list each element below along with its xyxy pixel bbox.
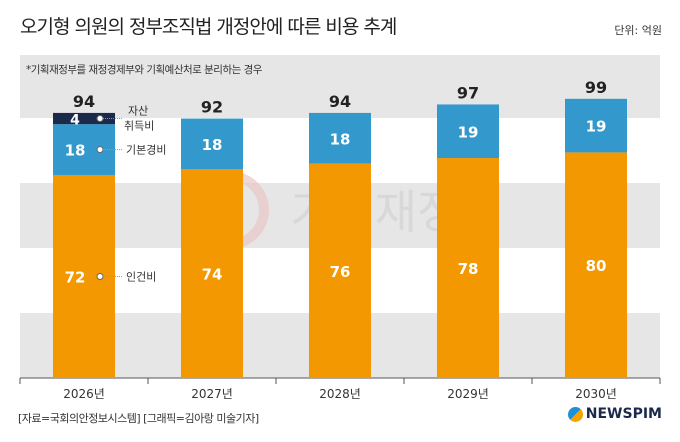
callout-dot [96, 146, 104, 154]
total-label: 94 [73, 92, 95, 111]
x-tick-label: 2026년 [63, 387, 105, 401]
x-tick-label: 2030년 [575, 387, 617, 401]
bar-segment [181, 118, 243, 170]
data-label: 19 [458, 123, 479, 141]
legend-label-asset: 자산 [128, 105, 148, 118]
bar-segment [565, 152, 627, 378]
chart-note: *기획재정부를 재정경제부와 기획예산처로 분리하는 경우 [26, 64, 262, 76]
x-tick-label: 2029년 [447, 387, 489, 401]
bar-segment [53, 124, 115, 175]
bar-segment [53, 174, 115, 378]
total-label: 94 [329, 92, 351, 111]
data-label: 76 [330, 263, 351, 281]
total-label: 97 [457, 83, 479, 102]
legend-label-basic: 기본경비 [126, 144, 166, 157]
data-label: 18 [65, 142, 86, 160]
bar-segment [309, 163, 371, 378]
bar-segment [53, 112, 115, 125]
legend-label-labor: 인건비 [126, 270, 156, 283]
total-label: 92 [201, 98, 223, 117]
data-label: 18 [330, 130, 351, 148]
data-label: 72 [65, 268, 86, 286]
legend-label-asset: 취득비 [124, 120, 154, 133]
source-credit: [자료=국회의안정보시스템] [그래픽=김아랑 미술기자] [18, 412, 259, 425]
x-tick-label: 2027년 [191, 387, 233, 401]
bar-segment [181, 169, 243, 378]
bar-segment [437, 104, 499, 159]
data-label: 19 [586, 118, 607, 136]
data-label: 80 [586, 257, 607, 275]
data-label: 4 [70, 113, 80, 129]
bar-segment [565, 98, 627, 153]
logo-icon [567, 406, 583, 422]
x-tick-label: 2028년 [319, 387, 361, 401]
data-label: 78 [458, 260, 479, 278]
newspim-logo: NEWSPIM [567, 406, 662, 422]
data-label: 18 [202, 136, 223, 154]
unit-label: 단위: 억원 [614, 24, 662, 37]
bar-segment [437, 158, 499, 378]
logo-text: NEWSPIM [585, 406, 662, 422]
chart-title: 오기형 의원의 정부조직법 개정안에 따른 비용 추계 [20, 16, 397, 38]
callout-dot [96, 272, 104, 280]
background-band [20, 55, 660, 118]
bar-segment [309, 112, 371, 164]
total-label: 99 [585, 78, 607, 97]
data-label: 74 [202, 266, 223, 284]
callout-dot [96, 115, 104, 123]
